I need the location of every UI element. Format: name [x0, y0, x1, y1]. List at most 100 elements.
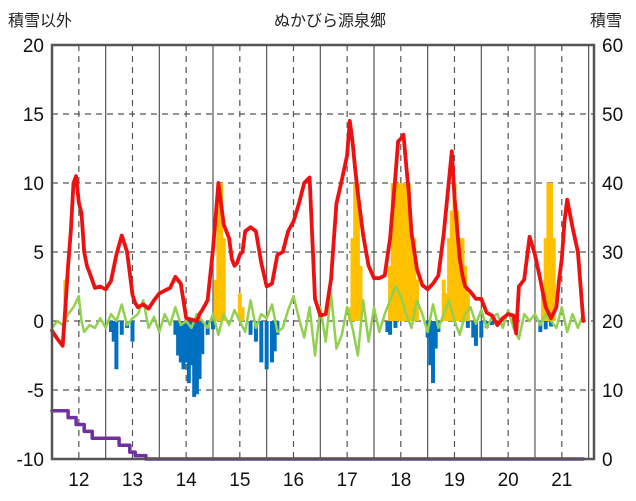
precipitation-bar	[219, 183, 224, 321]
negative-bar	[178, 321, 183, 363]
precipitation-bar	[406, 183, 411, 321]
negative-bar	[264, 321, 269, 370]
precipitation-bar	[409, 238, 414, 321]
y-left-tick-label: 10	[23, 174, 44, 195]
precipitation-bar	[452, 183, 457, 321]
y-left-tick-label: 5	[33, 243, 44, 264]
negative-bar	[259, 321, 264, 363]
negative-bar	[119, 321, 124, 335]
temperature-line	[50, 119, 586, 348]
gridlines	[52, 45, 594, 459]
precipitation-bar	[465, 293, 470, 321]
x-tick-label: 17	[337, 470, 358, 491]
negative-bar	[173, 321, 178, 335]
negative-bar	[388, 321, 393, 335]
y-left-tick-label: -10	[17, 450, 44, 471]
y-right-tick-label: 10	[602, 381, 623, 402]
negative-bar	[194, 321, 199, 395]
precipitation-bar	[441, 279, 446, 321]
precipitation-bar	[355, 183, 360, 321]
precipitation-bar	[401, 183, 406, 321]
negative-bar	[538, 321, 543, 333]
negative-bar	[111, 321, 116, 342]
y-right-tick-label: 40	[602, 174, 623, 195]
negative-bar	[248, 321, 253, 335]
chart-title: ぬかびら源泉郷	[274, 11, 386, 30]
x-tick-label: 19	[444, 470, 465, 491]
negative-bar	[549, 321, 554, 327]
x-tick-label: 18	[390, 470, 411, 491]
negative-bar	[428, 321, 433, 366]
negative-bar	[189, 321, 194, 366]
snow-depth-line	[50, 408, 586, 461]
precipitation-bar	[221, 238, 226, 321]
negative-bar	[393, 321, 398, 328]
negative-bar	[176, 321, 181, 356]
negative-bar	[433, 321, 438, 349]
x-tick-label: 21	[551, 470, 572, 491]
precipitation-bar	[390, 183, 395, 321]
precipitation-bar	[393, 183, 398, 321]
plot-frame	[50, 43, 596, 461]
y-left-tick-label: 20	[23, 36, 44, 57]
x-tick-label: 16	[283, 470, 304, 491]
negative-bar	[543, 321, 548, 330]
negative-bar	[210, 321, 215, 330]
precipitation-bar	[350, 238, 355, 321]
negative-bar	[114, 321, 119, 370]
precipitation-bar	[388, 265, 393, 321]
negative-bar	[130, 321, 135, 342]
x-tick-label: 14	[176, 470, 198, 491]
y-right-tick-label: 60	[602, 36, 623, 57]
negative-bar	[186, 321, 191, 384]
negative-bar	[253, 321, 258, 342]
negative-bar	[272, 321, 277, 352]
precipitation-bar	[412, 238, 417, 321]
negative-bar	[479, 321, 484, 338]
precipitation-bar	[213, 279, 218, 321]
x-tick-label: 20	[498, 470, 519, 491]
y-left-tick-label: 0	[33, 312, 44, 333]
negative-bar	[197, 321, 202, 379]
negative-bar	[270, 321, 275, 363]
precipitation-bar	[457, 238, 462, 321]
precipitation-bar	[549, 183, 554, 321]
negative-bar	[471, 321, 476, 338]
negative-bar	[109, 321, 114, 333]
y-right-tick-label: 20	[602, 312, 623, 333]
precipitation-bar	[449, 210, 454, 321]
negative-bar	[490, 321, 495, 326]
y-right-tick-label: 0	[602, 450, 613, 471]
precipitation-bar	[543, 238, 548, 321]
negative-bar	[431, 321, 436, 384]
plot-marks	[50, 119, 586, 461]
right-axis-label: 積雪	[590, 11, 622, 30]
x-tick-label: 15	[229, 470, 250, 491]
precipitation-bar	[358, 265, 363, 321]
left-axis-label: 積雪以外	[8, 11, 72, 30]
precipitation-bar	[396, 183, 401, 321]
y-right-tick-label: 50	[602, 105, 623, 126]
negative-bar	[200, 321, 205, 355]
precipitation-bar	[463, 265, 468, 321]
precipitation-bar	[551, 238, 556, 321]
precipitation-bar	[541, 293, 546, 321]
y-left-tick-label: -5	[27, 381, 44, 402]
precipitation-bar	[237, 293, 242, 321]
precipitation-bar	[353, 183, 358, 321]
negative-bar	[465, 321, 470, 328]
precipitation-bar	[216, 183, 221, 321]
negative-bar	[181, 321, 186, 370]
negative-bar	[184, 321, 189, 363]
y-left-tick-label: 15	[23, 105, 44, 126]
precipitation-bar	[447, 238, 452, 321]
negative-bar	[192, 321, 197, 397]
precipitation-bar	[455, 210, 460, 321]
negative-bar	[473, 321, 478, 346]
precipitation-bar	[398, 183, 403, 321]
precipitation-bar	[546, 183, 551, 321]
precipitation-bar	[404, 183, 409, 321]
x-tick-label: 13	[122, 470, 143, 491]
